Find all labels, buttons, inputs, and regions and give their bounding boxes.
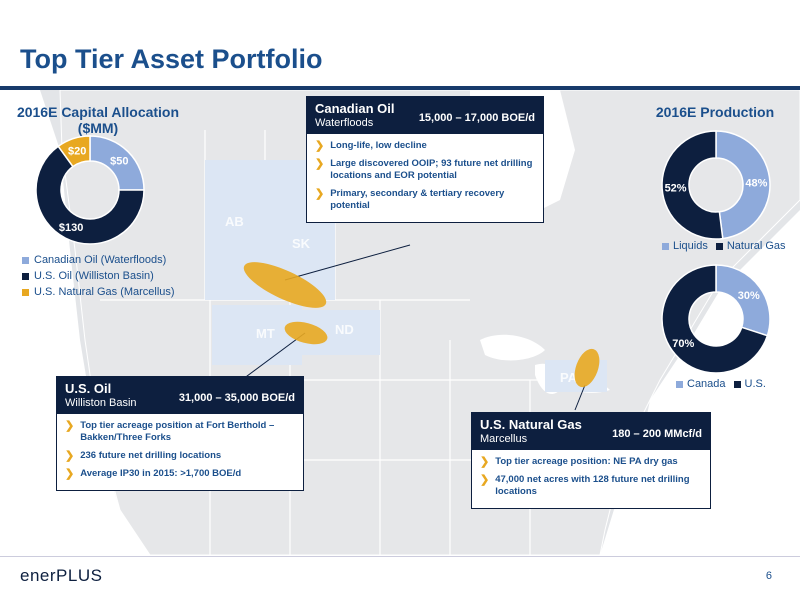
chevron-right-icon: ❯ <box>65 420 74 444</box>
chevron-right-icon: ❯ <box>315 188 324 212</box>
callout-bullets: ❯ Long-life, low decline ❯ Large discovere… <box>307 134 543 222</box>
page-number: 6 <box>766 570 772 582</box>
callout-rate: 15,000 – 17,000 BOE/d <box>419 112 535 124</box>
capital-chart-title: 2016E Capital Allocation ($MM) <box>8 104 188 136</box>
chevron-right-icon: ❯ <box>480 456 489 468</box>
callout-bullets: ❯ Top tier acreage position at Fort Berth… <box>57 414 303 490</box>
bullet-text: Long-life, low decline <box>330 140 427 152</box>
bullet-text: 47,000 net acres with 128 future net dri… <box>495 474 700 498</box>
callout-title: U.S. Natural Gas <box>480 417 582 433</box>
legend-label: Canadian Oil (Waterfloods) <box>34 254 166 266</box>
chevron-right-icon: ❯ <box>315 158 324 182</box>
chevron-right-icon: ❯ <box>65 450 74 462</box>
legend-item-us-oil: U.S. Oil (Williston Basin) <box>22 270 175 282</box>
bullet-item: ❯ Long-life, low decline <box>315 140 533 152</box>
chevron-right-icon: ❯ <box>315 140 324 152</box>
legend-label: U.S. Oil (Williston Basin) <box>34 270 154 282</box>
canadian-oil-callout: Canadian Oil Waterfloods 15,000 – 17,000… <box>306 96 544 223</box>
callout-bullets: ❯ Top tier acreage position: NE PA dry ga… <box>472 450 710 508</box>
production-legend-1: Liquids Natural Gas <box>662 240 786 252</box>
bullet-item: ❯ 47,000 net acres with 128 future net dr… <box>480 474 700 498</box>
legend-label: U.S. Natural Gas (Marcellus) <box>34 286 175 298</box>
callout-subtitle: Waterfloods <box>315 117 394 130</box>
capital-title-line2: ($MM) <box>8 120 188 136</box>
legend-label: U.S. <box>745 378 766 390</box>
bullet-text: 236 future net drilling locations <box>80 450 221 462</box>
us-oil-callout: U.S. Oil Williston Basin 31,000 – 35,000… <box>56 376 304 491</box>
footer-divider <box>0 556 800 557</box>
state-label-sk: SK <box>292 236 311 251</box>
capital-title-line1: 2016E Capital Allocation <box>8 104 188 120</box>
state-label-mt: MT <box>256 326 275 341</box>
callout-rate: 31,000 – 35,000 BOE/d <box>179 392 295 404</box>
bullet-item: ❯ Primary, secondary & tertiary recovery … <box>315 188 533 212</box>
chevron-right-icon: ❯ <box>480 474 489 498</box>
legend-label: Natural Gas <box>727 240 786 252</box>
bullet-item: ❯ Top tier acreage position at Fort Berth… <box>65 420 293 444</box>
legend-item-us-gas: U.S. Natural Gas (Marcellus) <box>22 286 175 298</box>
chevron-right-icon: ❯ <box>65 468 74 480</box>
legend-label: Liquids <box>673 240 708 252</box>
bullet-item: ❯ 236 future net drilling locations <box>65 450 293 462</box>
bullet-text: Primary, secondary & tertiary recovery p… <box>330 188 533 212</box>
callout-subtitle: Marcellus <box>480 433 582 446</box>
bullet-text: Top tier acreage position: NE PA dry gas <box>495 456 677 468</box>
state-label-nd: ND <box>335 322 354 337</box>
callout-subtitle: Williston Basin <box>65 397 137 410</box>
bullet-text: Top tier acreage position at Fort Bertho… <box>80 420 293 444</box>
page-title: Top Tier Asset Portfolio <box>20 44 323 75</box>
bullet-item: ❯ Top tier acreage position: NE PA dry ga… <box>480 456 700 468</box>
capital-legend: Canadian Oil (Waterfloods) U.S. Oil (Wil… <box>22 254 175 302</box>
enerplus-logo: enerPLUS <box>20 566 102 586</box>
bullet-item: ❯ Large discovered OOIP; 93 future net dr… <box>315 158 533 182</box>
callout-header: Canadian Oil Waterfloods 15,000 – 17,000… <box>307 97 543 134</box>
state-label-ab: AB <box>225 214 244 229</box>
production-legend-2: Canada U.S. <box>676 378 766 390</box>
bullet-text: Average IP30 in 2015: >1,700 BOE/d <box>80 468 241 480</box>
legend-label: Canada <box>687 378 726 390</box>
callout-title: U.S. Oil <box>65 381 137 397</box>
callout-header: U.S. Oil Williston Basin 31,000 – 35,000… <box>57 377 303 414</box>
callout-header: U.S. Natural Gas Marcellus 180 – 200 MMc… <box>472 413 710 450</box>
production-chart-title: 2016E Production <box>640 104 790 120</box>
callout-rate: 180 – 200 MMcf/d <box>612 428 702 440</box>
legend-item-canadian-oil: Canadian Oil (Waterfloods) <box>22 254 175 266</box>
bullet-item: ❯ Average IP30 in 2015: >1,700 BOE/d <box>65 468 293 480</box>
us-natural-gas-callout: U.S. Natural Gas Marcellus 180 – 200 MMc… <box>471 412 711 509</box>
bullet-text: Large discovered OOIP; 93 future net dri… <box>330 158 533 182</box>
callout-title: Canadian Oil <box>315 101 394 117</box>
